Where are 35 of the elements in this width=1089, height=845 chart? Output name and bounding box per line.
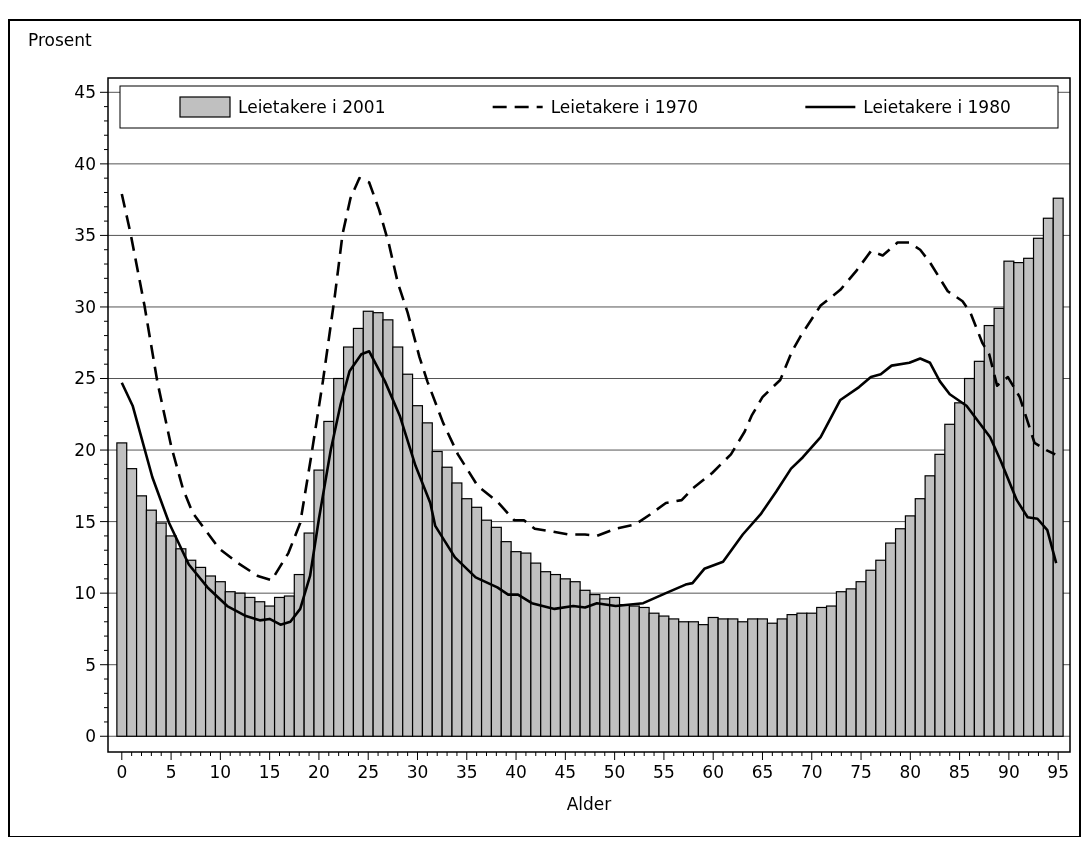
x-tick-label: 35 bbox=[455, 762, 478, 782]
x-tick-label: 65 bbox=[751, 762, 774, 782]
x-tick-label: 20 bbox=[308, 762, 330, 782]
x-tick-label: 40 bbox=[505, 762, 527, 782]
y-tick-label: 10 bbox=[74, 583, 96, 604]
y-tick-label: 25 bbox=[74, 368, 96, 389]
x-tick-label: 70 bbox=[800, 762, 823, 782]
y-axis-title: Prosent bbox=[28, 30, 93, 50]
x-tick-label: 45 bbox=[554, 762, 577, 782]
legend-label: Leietakere i 2001 bbox=[238, 96, 386, 117]
legend-label: Leietakere i 1970 bbox=[550, 96, 699, 117]
x-tick-label: 30 bbox=[406, 762, 429, 782]
x-tick-label: 5 bbox=[165, 762, 177, 782]
y-tick-label: 0 bbox=[85, 726, 96, 747]
x-tick-label: 60 bbox=[702, 762, 725, 782]
y-tick-label: 30 bbox=[74, 296, 96, 317]
y-tick-label: 35 bbox=[74, 225, 96, 246]
y-tick-label: 40 bbox=[74, 153, 96, 174]
x-tick-label: 85 bbox=[948, 762, 971, 782]
x-tick-label: 50 bbox=[603, 762, 626, 782]
x-tick-label: 55 bbox=[653, 762, 675, 782]
x-tick-label: 0 bbox=[116, 762, 128, 782]
x-tick-label: 95 bbox=[1047, 762, 1069, 782]
x-tick-label: 10 bbox=[209, 762, 232, 782]
x-tick-label: 25 bbox=[357, 762, 380, 782]
x-tick-label: 90 bbox=[998, 762, 1020, 782]
x-tick-label: 15 bbox=[258, 762, 281, 782]
y-tick-label: 45 bbox=[74, 82, 96, 103]
y-tick-label: 20 bbox=[74, 440, 96, 461]
legend-label: Leietakere i 1980 bbox=[863, 96, 1011, 117]
x-tick-label: 75 bbox=[850, 762, 872, 782]
y-tick-label: 15 bbox=[74, 511, 96, 532]
y-tick-label: 5 bbox=[85, 654, 96, 675]
x-axis-title: Alder bbox=[566, 794, 612, 814]
x-tick-label: 80 bbox=[899, 762, 922, 782]
